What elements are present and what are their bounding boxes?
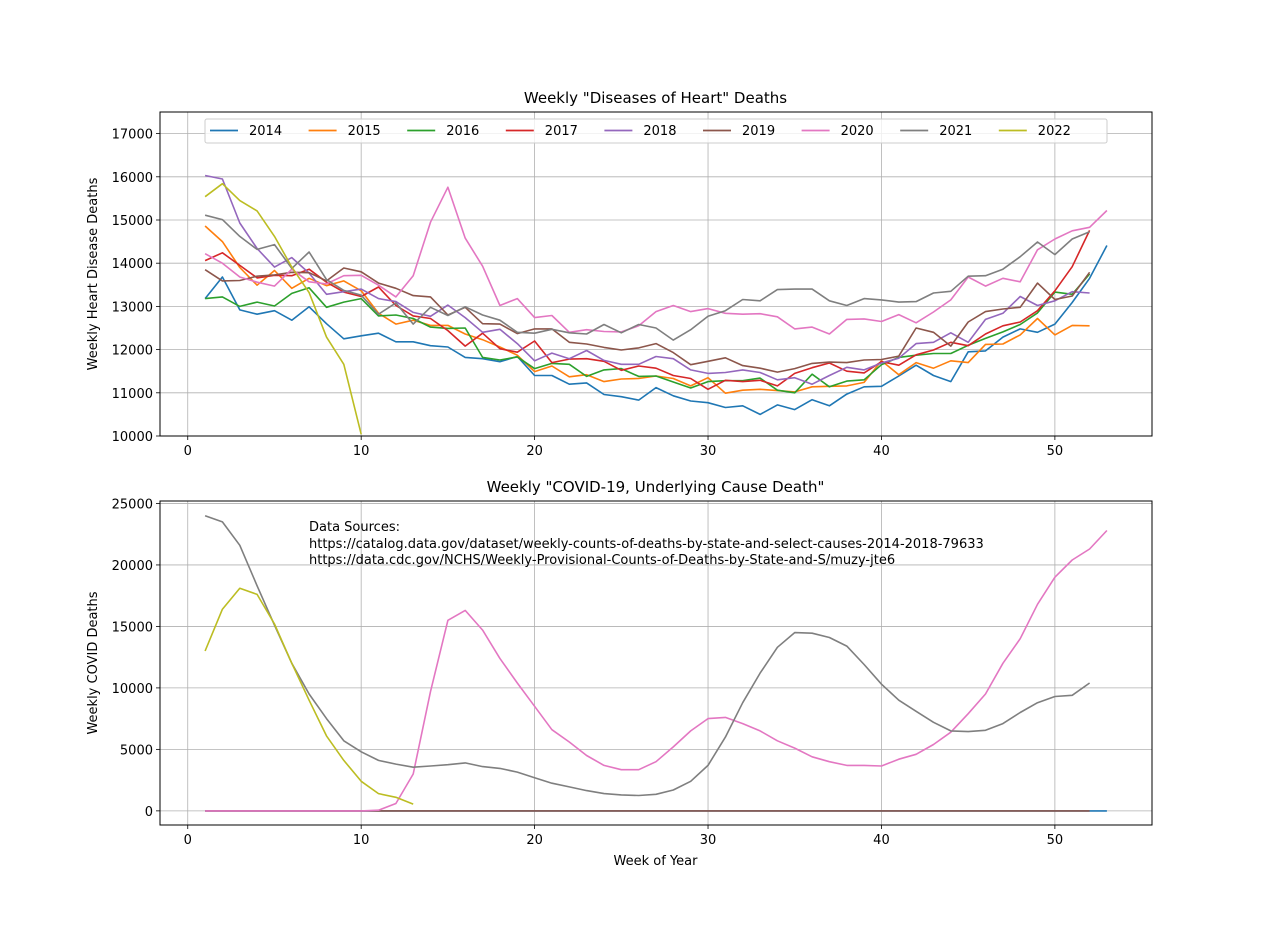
legend-box <box>204 118 1108 144</box>
annotation-line: https://data.cdc.gov/NCHS/Weekly-Provisi… <box>309 553 895 568</box>
heart-chart-title: Weekly "Diseases of Heart" Deaths <box>524 89 787 107</box>
covid-x-tick-label: 30 <box>700 833 717 848</box>
heart-x-tick-label: 10 <box>353 444 370 459</box>
legend-label-2020: 2020 <box>841 124 874 139</box>
covid-x-tick-label: 40 <box>873 833 890 848</box>
covid-series-2021 <box>204 515 1091 797</box>
legend-label-2021: 2021 <box>939 124 972 139</box>
heart-y-tick-label: 10000 <box>112 430 153 445</box>
heart-y-tick-label: 15000 <box>112 214 153 229</box>
covid-y-tick-label: 15000 <box>112 620 153 635</box>
covid-x-tick-label: 20 <box>526 833 543 848</box>
heart-chart-frame <box>159 111 1153 437</box>
heart-series-2015 <box>204 225 1090 395</box>
covid-x-tick-label: 10 <box>353 833 370 848</box>
covid-x-tick-label: 0 <box>184 833 192 848</box>
legend-label-2018: 2018 <box>643 124 676 139</box>
covid-y-tick-label: 20000 <box>112 559 153 574</box>
covid-series-2022 <box>204 587 414 805</box>
heart-y-tick-label: 17000 <box>112 128 153 143</box>
heart-y-tick-label: 14000 <box>112 257 153 272</box>
heart-x-tick-label: 30 <box>700 444 717 459</box>
covid-chart-ylabel: Weekly COVID Deaths <box>86 591 101 734</box>
data-sources-annotation: Data Sources: https://catalog.data.gov/d… <box>309 520 984 568</box>
covid-deaths-chart: Weekly "COVID-19, Underlying Cause Death… <box>86 478 1153 869</box>
covid-x-tick-label: 50 <box>1047 833 1064 848</box>
heart-series-2014 <box>204 245 1108 416</box>
covid-y-tick-label: 25000 <box>112 497 153 512</box>
heart-series-2017 <box>204 230 1091 391</box>
covid-y-tick-label: 0 <box>145 805 153 820</box>
covid-series-2020 <box>205 529 1108 812</box>
covid-y-tick-label: 10000 <box>112 682 153 697</box>
heart-series-2018 <box>204 174 1090 386</box>
heart-y-tick-label: 16000 <box>112 171 153 186</box>
covid-chart-lines <box>204 515 1108 812</box>
heart-y-tick-label: 13000 <box>112 300 153 315</box>
legend-label-2014: 2014 <box>249 124 282 139</box>
covid-y-tick-label: 5000 <box>120 743 153 758</box>
heart-deaths-chart: Weekly "Diseases of Heart" Deaths 0 10 20 3… <box>86 89 1153 459</box>
heart-x-tick-label: 40 <box>873 444 890 459</box>
legend-label-2015: 2015 <box>348 124 381 139</box>
heart-chart-legend: 2014 2015 2016 2017 2018 2019 2020 2021 2022 <box>204 118 1108 144</box>
heart-chart-y-ticks: 10000 11000 12000 13000 14000 15000 16000 17000 <box>112 128 160 445</box>
heart-y-tick-label: 12000 <box>112 344 153 359</box>
covid-chart-frame <box>159 500 1153 826</box>
legend-label-2019: 2019 <box>742 124 775 139</box>
heart-x-tick-label: 50 <box>1047 444 1064 459</box>
covid-chart-x-ticks: 0 10 20 30 40 50 <box>184 825 1064 848</box>
heart-series-2022 <box>204 182 362 435</box>
annotation-line: https://catalog.data.gov/dataset/weekly-… <box>309 537 984 552</box>
heart-series-2016 <box>205 273 1091 394</box>
heart-series-2019 <box>204 267 1091 373</box>
heart-series-2021 <box>204 214 1090 341</box>
heart-x-tick-label: 20 <box>526 444 543 459</box>
heart-y-tick-label: 11000 <box>112 387 153 402</box>
annotation-line: Data Sources: <box>309 520 400 535</box>
covid-chart-title: Weekly "COVID-19, Underlying Cause Death… <box>487 478 825 496</box>
covid-chart-xlabel: Week of Year <box>614 854 699 869</box>
heart-x-tick-label: 0 <box>184 444 192 459</box>
legend-label-2022: 2022 <box>1038 124 1071 139</box>
heart-series-2020 <box>204 186 1108 335</box>
legend-label-2017: 2017 <box>545 124 578 139</box>
legend-label-2016: 2016 <box>446 124 479 139</box>
covid-chart-y-ticks: 0 5000 10000 15000 20000 25000 <box>112 497 160 820</box>
heart-chart-x-ticks: 0 10 20 30 40 50 <box>184 436 1064 459</box>
heart-chart-lines <box>204 174 1108 435</box>
heart-chart-ylabel: Weekly Heart Disease Deaths <box>86 177 101 370</box>
